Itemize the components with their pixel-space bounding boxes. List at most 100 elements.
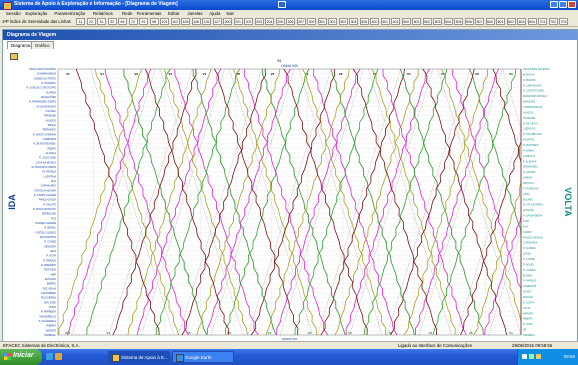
line-cell-303[interactable]: 303 <box>338 18 348 25</box>
top-tick-label: 51 <box>66 72 70 76</box>
line-cell-602[interactable]: 602 <box>506 18 516 25</box>
line-cell-33[interactable]: 33 <box>107 18 117 25</box>
line-cell-31[interactable]: 31 <box>97 18 106 25</box>
right-stop-label: R. BONFIM <box>523 79 535 82</box>
line-cell-300[interactable]: 300 <box>307 18 316 25</box>
top-tick-label: V1 <box>100 72 104 76</box>
menu-item-janelas[interactable]: Janelas <box>187 11 203 16</box>
line-cell-604[interactable]: 604 <box>527 18 537 25</box>
line-cell-502[interactable]: 502 <box>422 18 432 25</box>
line-cell-105[interactable]: 105 <box>181 18 190 25</box>
line-cell-305[interactable]: 305 <box>359 18 369 25</box>
trip-line-green <box>363 68 448 336</box>
top-tick-label: V5 <box>441 72 445 76</box>
minimize-button[interactable] <box>550 1 558 8</box>
taskbar-button-sistema[interactable]: Sistema de Apoio à E... <box>108 351 170 363</box>
menu-item-parametriza-o[interactable]: Parametrização <box>54 11 86 16</box>
right-stop-label: CARMO <box>523 231 532 234</box>
line-cell-301[interactable]: 301 <box>317 18 327 25</box>
start-label: Iniciar <box>13 352 34 359</box>
line-cell-106[interactable]: 106 <box>191 18 201 25</box>
line-cell-206[interactable]: 206 <box>286 18 295 25</box>
browser-icon[interactable] <box>55 353 62 360</box>
line-cell-203[interactable]: 203 <box>254 18 264 25</box>
trip-line-dotted <box>71 68 156 336</box>
left-stop-label: R. CONDE <box>44 241 56 244</box>
right-stop-label: ALIADOS <box>523 111 534 114</box>
menu-item-explora-o[interactable]: Exploração <box>25 11 48 16</box>
line-cell-200[interactable]: 200 <box>223 18 232 25</box>
line-cell-69[interactable]: 69 <box>118 18 127 25</box>
trip-line-magenta <box>104 68 189 336</box>
right-stop-label: RUA <box>523 225 528 228</box>
line-cell-507[interactable]: 507 <box>475 18 484 25</box>
left-stop-label: AV. BOAVISTA NORTE <box>31 166 56 169</box>
line-cell-302[interactable]: 302 <box>328 18 337 25</box>
right-stop-label: R. CARVALHIDO <box>523 84 542 87</box>
line-cell-202[interactable]: 202 <box>244 18 253 25</box>
line-cell-601[interactable]: 601 <box>496 18 505 25</box>
top-tick-label: V2 <box>339 72 343 76</box>
line-cell-402[interactable]: 402 <box>391 18 400 25</box>
line-cell-201[interactable]: 201 <box>233 18 243 25</box>
line-cell-207[interactable]: 207 <box>296 18 306 25</box>
left-stop-label: R. FERNANDES TOMÁS <box>29 101 56 104</box>
diagram-panel: Diagrama de Viagem Diagrama Gráfico LINH… <box>2 29 578 343</box>
left-stop-label: GUARDA <box>46 91 57 94</box>
line-cell-204[interactable]: 204 <box>265 18 274 25</box>
line-cell-603[interactable]: 603 <box>517 18 526 25</box>
menu-item-editar[interactable]: Editar <box>168 11 180 16</box>
right-stop-label: CLÉRIGOS <box>523 128 536 131</box>
maximize-button[interactable] <box>559 1 567 8</box>
line-cell-401[interactable]: 401 <box>380 18 390 25</box>
taskbar-button-google-earth[interactable]: Google Earth <box>172 351 234 363</box>
left-stop-label: CANTAREIRA <box>41 292 57 295</box>
bottom-tick-label: V1 <box>509 331 513 335</box>
volume-icon[interactable] <box>529 354 534 359</box>
line-cell-505[interactable]: 505 <box>454 18 463 25</box>
right-stop-label: LAPA <box>523 220 529 223</box>
line-cell-600[interactable]: 600 <box>485 18 495 25</box>
top-marker: 51 <box>278 59 282 63</box>
right-stop-label: R. DOS BRAGAS <box>523 133 542 136</box>
line-cell-126[interactable]: 126 <box>202 18 211 25</box>
line-cell-506[interactable]: 506 <box>464 18 474 25</box>
trip-line-green <box>331 68 415 336</box>
line-cell-504[interactable]: 504 <box>443 18 453 25</box>
trip-line-dotted <box>159 68 244 336</box>
line-cell-11[interactable]: 11 <box>76 18 85 25</box>
menu-item-sess-o[interactable]: Sessão <box>6 11 21 16</box>
desktop-icon[interactable] <box>46 353 53 360</box>
line-cell-101[interactable]: 101 <box>160 18 169 25</box>
line-cell-304[interactable]: 304 <box>349 18 358 25</box>
line-cell-703[interactable]: 703 <box>559 18 568 25</box>
tab-grafico[interactable]: Gráfico <box>31 41 54 49</box>
line-cell-702[interactable]: 702 <box>548 18 558 25</box>
trip-line-dotted <box>488 69 522 336</box>
line-cell-400[interactable]: 400 <box>370 18 379 25</box>
line-cell-701[interactable]: 701 <box>538 18 547 25</box>
line-cell-127[interactable]: 127 <box>212 18 222 25</box>
line-cell-102[interactable]: 102 <box>170 18 180 25</box>
line-cell-501[interactable]: 501 <box>412 18 421 25</box>
line-cell-98[interactable]: 98 <box>149 18 159 25</box>
line-cell-70[interactable]: 70 <box>128 18 138 25</box>
menu-item-rede[interactable]: Rede <box>122 11 133 16</box>
line-cell-205[interactable]: 205 <box>275 18 285 25</box>
start-button[interactable]: Iniciar <box>0 349 42 365</box>
print-icon[interactable] <box>10 53 18 60</box>
trip-line-darkred <box>320 68 405 336</box>
menu-item-ajuda[interactable]: Ajuda <box>209 11 221 16</box>
menu-item-relat-rios[interactable]: Relatórios <box>93 11 113 16</box>
line-cell-500[interactable]: 500 <box>401 18 411 25</box>
right-stop-label: CORDOARIA <box>523 242 538 245</box>
menu-item-sair[interactable]: Sair <box>226 11 234 16</box>
line-cell-91[interactable]: 91 <box>139 18 148 25</box>
tray-app-icon[interactable] <box>536 354 541 359</box>
network-icon[interactable] <box>522 354 527 359</box>
line-cell-503[interactable]: 503 <box>433 18 442 25</box>
menu-item-ferramentas[interactable]: Ferramentas <box>136 11 162 16</box>
close-button[interactable] <box>568 1 576 8</box>
line-cell-22[interactable]: 22 <box>86 18 96 25</box>
